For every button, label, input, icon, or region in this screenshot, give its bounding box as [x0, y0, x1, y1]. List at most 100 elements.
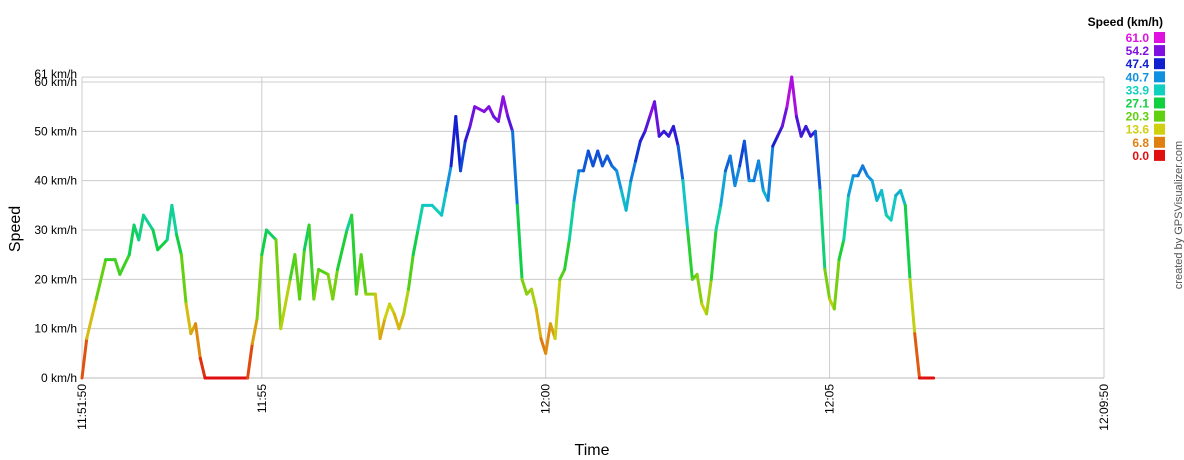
speed-segment: [388, 302, 396, 316]
speed-segment: [643, 115, 652, 133]
speed-segment: [397, 312, 406, 331]
legend-swatch: [1154, 123, 1165, 135]
grid: [81, 76, 1105, 379]
speed-segment: [733, 164, 742, 188]
speed-segment: [473, 105, 486, 114]
speed-segment: [832, 258, 841, 311]
y-tick-label: 30 km/h: [34, 223, 77, 237]
speed-segment: [544, 322, 552, 355]
speed-segment: [312, 267, 321, 301]
x-axis-ticks: 11:51:50 11:55 12:00 12:05 12:09:50: [75, 384, 1111, 431]
legend-swatch: [1154, 136, 1165, 148]
speed-segment: [889, 193, 898, 222]
speed-segment: [676, 144, 685, 183]
y-axis-title: Speed: [7, 206, 24, 252]
speed-segment: [766, 144, 775, 202]
speed-segment: [757, 159, 765, 193]
speed-segment: [903, 203, 912, 281]
x-tick-label: 12:00: [539, 384, 553, 414]
speed-segment: [359, 253, 368, 296]
legend: Speed (km/h) 61.054.247.440.733.927.120.…: [1088, 15, 1165, 163]
speed-segment: [170, 203, 179, 237]
speed-segment: [823, 267, 832, 301]
speed-segment: [392, 312, 401, 331]
speed-segment: [80, 337, 89, 380]
legend-swatch: [1154, 97, 1165, 109]
speed-segment: [629, 159, 638, 183]
speed-line: [80, 75, 936, 380]
x-tick-label: 12:05: [823, 384, 837, 414]
speed-segment: [307, 223, 316, 301]
legend-swatch: [1154, 110, 1165, 122]
legend-entry-label: 0.0: [1132, 149, 1149, 163]
speed-segment: [794, 115, 803, 138]
y-axis-max-label: 61 km/h: [34, 67, 77, 81]
speed-segment: [198, 356, 207, 380]
legend-entry-label: 27.1: [1126, 97, 1150, 111]
speed-segment: [790, 75, 798, 119]
speed-segment: [468, 105, 477, 128]
speed-segment: [842, 193, 850, 242]
legend-swatch: [1154, 58, 1165, 70]
speed-segment: [113, 258, 122, 276]
speed-segment: [705, 277, 713, 316]
speed-segment: [681, 179, 690, 232]
speed-segment: [156, 238, 169, 252]
speed-segment: [582, 149, 590, 173]
speed-segment: [714, 203, 723, 232]
y-tick-label: 0 km/h: [41, 371, 77, 385]
speed-segment: [913, 332, 921, 380]
speed-segment: [870, 179, 879, 202]
speed-segment: [847, 174, 855, 197]
y-axis-ticks: 0 km/h 10 km/h 20 km/h 30 km/h 40 km/h 50 km/…: [34, 75, 77, 385]
speed-segment: [709, 228, 718, 281]
speed-segment: [671, 124, 680, 148]
speed-segment: [813, 129, 822, 193]
speed-segment: [624, 179, 633, 212]
speed-segment: [511, 129, 519, 207]
speed-segment: [534, 307, 543, 341]
speed-segment: [406, 253, 415, 291]
x-tick-label: 12:09:50: [1097, 384, 1111, 431]
speed-segment: [127, 223, 136, 257]
speed-segment: [383, 302, 392, 321]
speed-segment: [837, 238, 846, 262]
speed-segment: [179, 253, 188, 306]
speed-segment: [653, 100, 661, 138]
speed-segment: [771, 134, 780, 148]
speed-segment: [563, 238, 571, 271]
speed-segment: [279, 277, 292, 331]
speed-segment: [184, 302, 193, 336]
speed-segment: [615, 169, 623, 193]
speed-segment: [776, 124, 784, 138]
speed-segment: [695, 272, 704, 306]
legend-entry-label: 40.7: [1126, 70, 1150, 84]
speed-segment: [804, 124, 813, 138]
legend-swatch: [1154, 71, 1165, 83]
speed-segment: [260, 228, 269, 257]
speed-segment: [501, 95, 510, 119]
y-tick-label: 40 km/h: [34, 174, 77, 188]
legend-entry-label: 20.3: [1126, 110, 1150, 124]
speed-segment: [250, 317, 259, 345]
speed-segment: [719, 169, 727, 207]
speed-segment: [336, 228, 349, 271]
speed-segment: [487, 105, 496, 119]
speed-segment: [818, 189, 827, 271]
speed-segment: [151, 228, 160, 252]
speed-segment: [686, 228, 694, 281]
speed-segment: [586, 149, 595, 168]
speed-segment: [274, 238, 283, 331]
speed-segment: [515, 203, 524, 281]
legend-title: Speed (km/h): [1088, 15, 1163, 29]
speed-segment: [780, 105, 789, 128]
y-tick-label: 20 km/h: [34, 272, 77, 286]
y-tick-label: 60 km/h: [34, 75, 77, 89]
speed-segment: [373, 292, 382, 341]
speed-segment: [94, 258, 108, 301]
speed-segment: [880, 189, 888, 217]
speed-segment: [591, 149, 600, 168]
speed-segment: [506, 115, 515, 133]
speed-segment: [463, 124, 472, 143]
